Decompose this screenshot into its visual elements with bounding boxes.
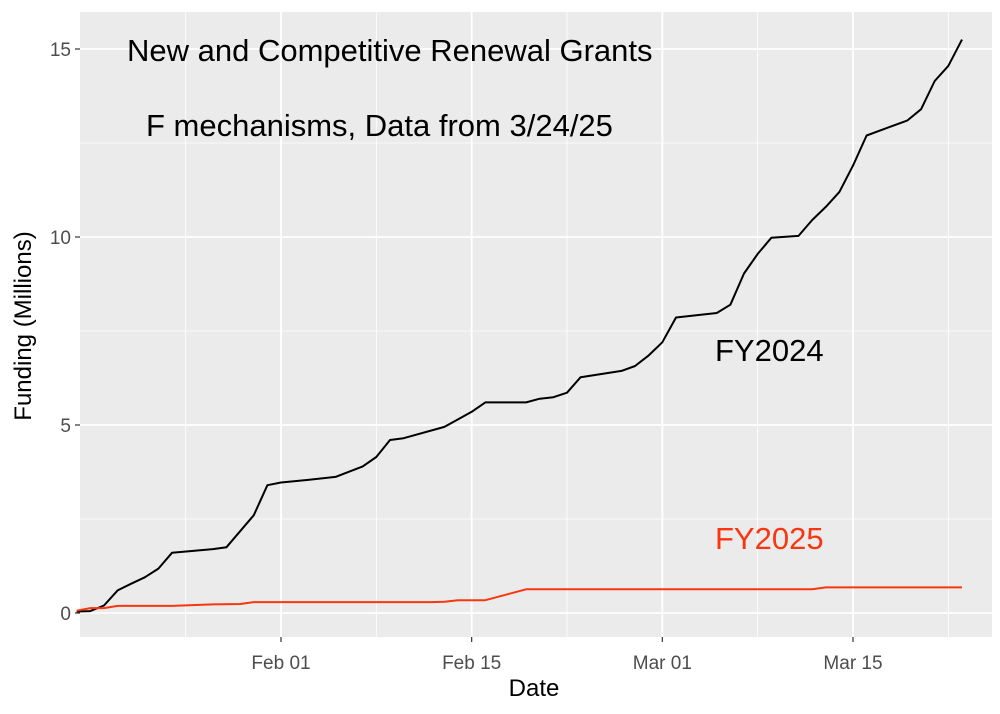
series-label-fy2025: FY2025 <box>715 521 824 556</box>
series-line-fy2025 <box>76 586 962 612</box>
plot-panel <box>80 12 992 637</box>
minor-gridlines <box>80 12 992 637</box>
y-tick-label: 0 <box>60 604 71 625</box>
chart-title: New and Competitive Renewal Grants <box>127 33 653 68</box>
x-tick-label: Feb 01 <box>251 653 310 674</box>
series-lines <box>76 39 963 613</box>
x-tick-label: Mar 01 <box>633 653 692 674</box>
x-tick-label: Mar 15 <box>823 653 882 674</box>
y-axis-title: Funding (Millions) <box>10 231 37 420</box>
major-gridlines <box>80 12 992 637</box>
chart-subtitle: F mechanisms, Data from 3/24/25 <box>146 108 613 143</box>
x-tick-label: Feb 15 <box>442 653 501 674</box>
series-line-fy2024 <box>76 39 963 613</box>
y-tick-label: 15 <box>50 40 71 61</box>
axis-ticks: Feb 01 Feb 15 Mar 01 Mar 15 0 5 10 15 <box>50 40 883 674</box>
x-axis-title: Date <box>509 675 560 702</box>
y-tick-label: 5 <box>60 416 71 437</box>
y-tick-label: 10 <box>50 228 71 249</box>
series-label-fy2024: FY2024 <box>715 333 824 368</box>
